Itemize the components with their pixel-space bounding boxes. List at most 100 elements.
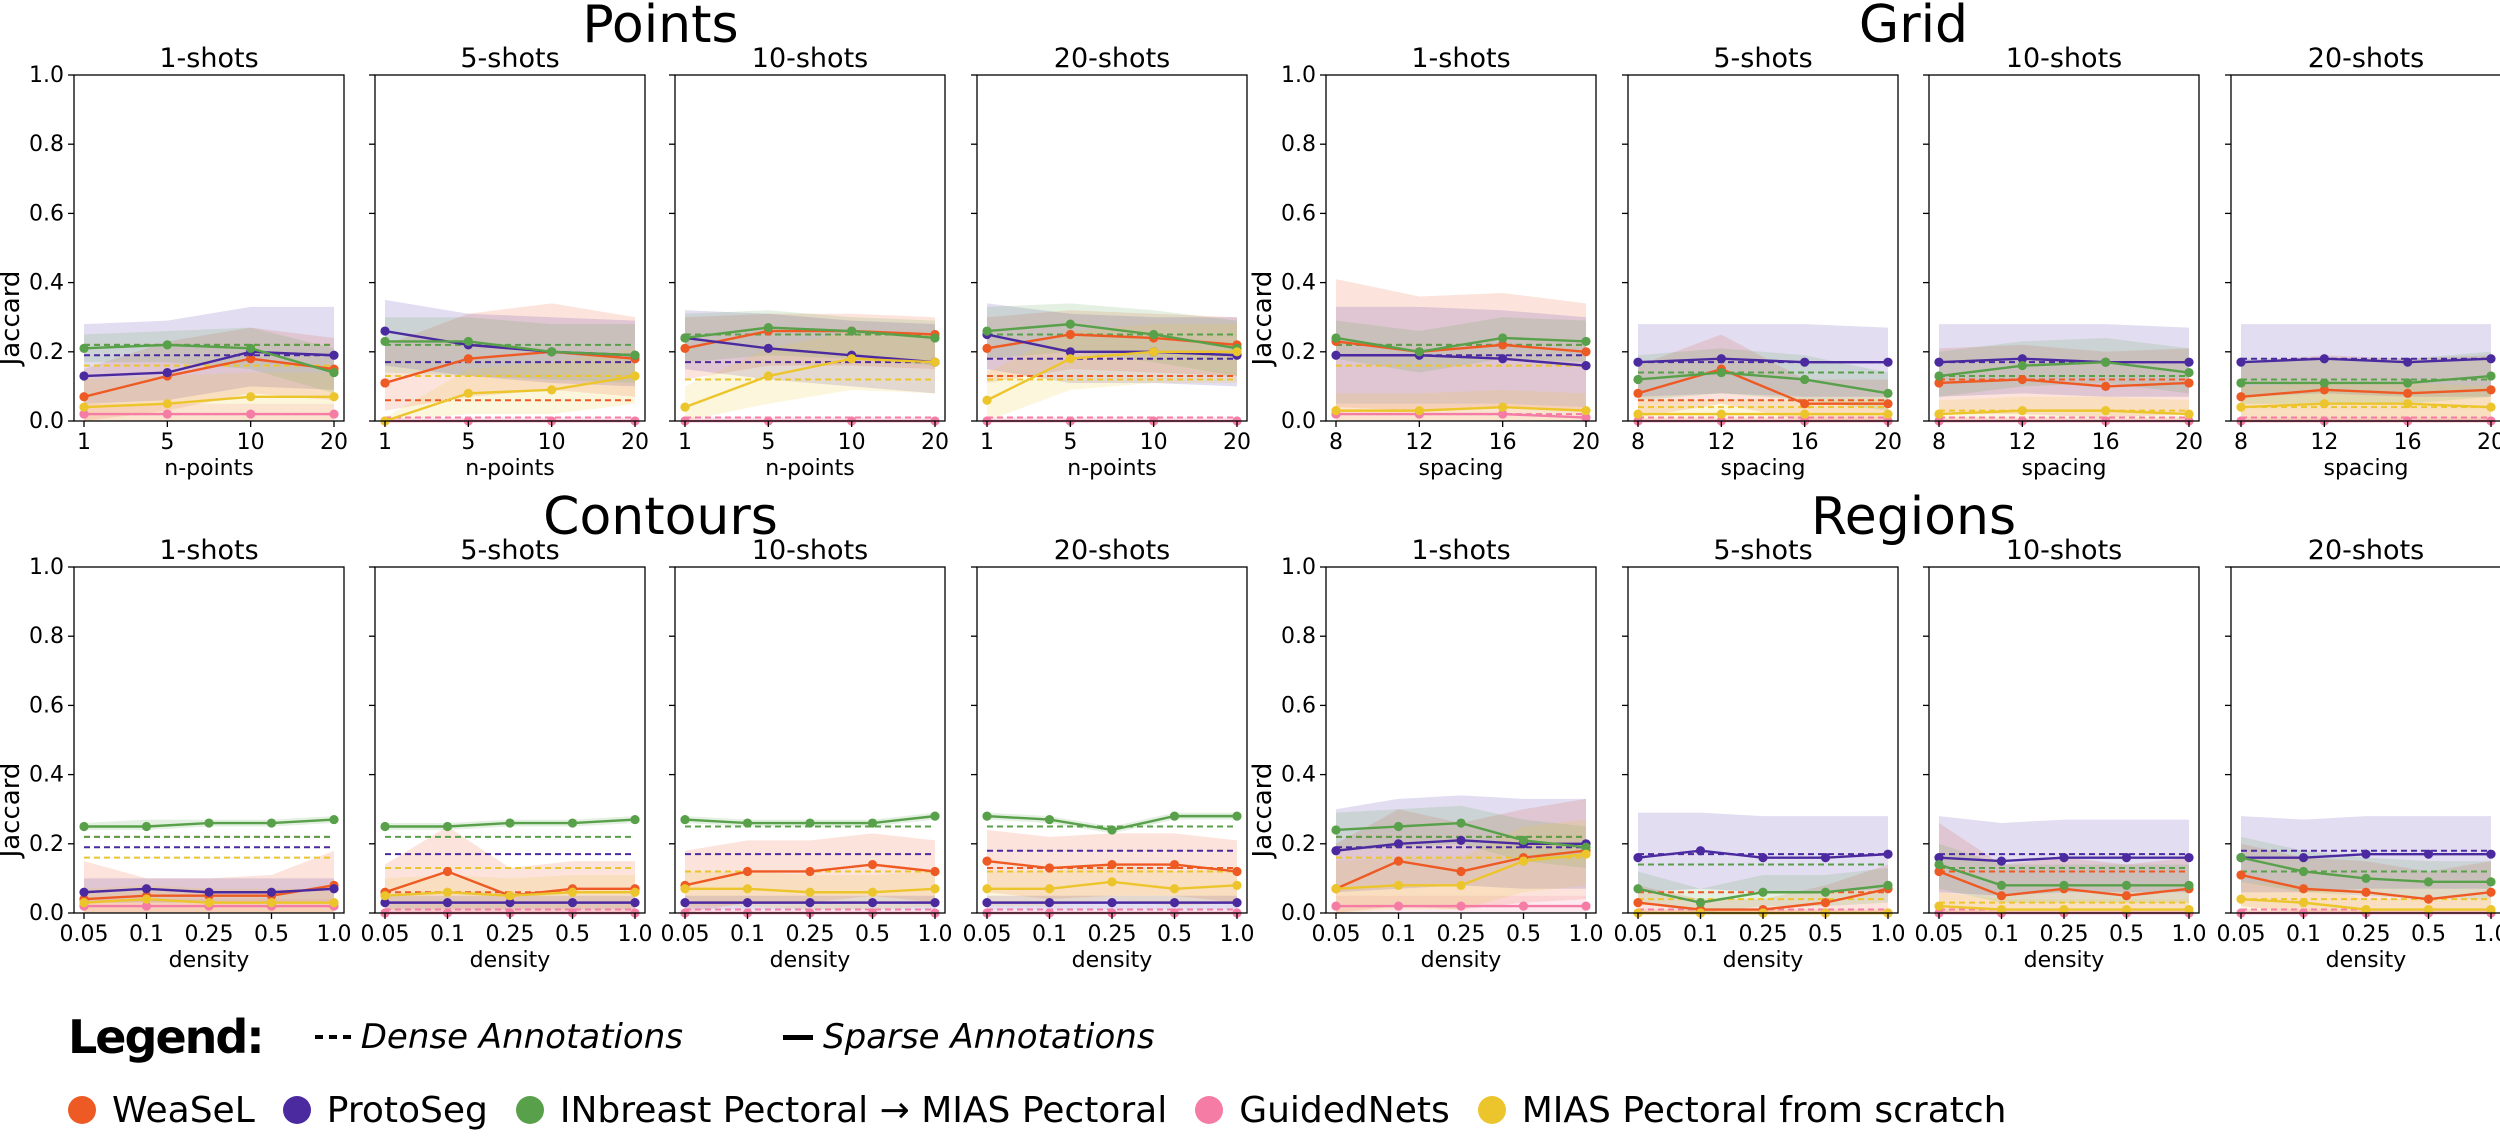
data-point: [267, 898, 276, 907]
data-point: [1519, 836, 1528, 845]
data-point: [764, 344, 773, 353]
x-tick-label: 16: [1791, 430, 1819, 455]
y-axis-label: Jaccard: [1248, 271, 1278, 368]
y-tick-label: 0.2: [1281, 340, 1316, 365]
data-point: [329, 351, 338, 360]
data-point: [630, 888, 639, 897]
x-tick-label: 20: [320, 430, 348, 455]
legend-method-label: GuidedNets: [1239, 1090, 1450, 1131]
data-point: [1456, 818, 1465, 827]
data-point: [2236, 358, 2245, 367]
x-tick-label: 0.1: [129, 922, 164, 947]
data-point: [1066, 330, 1075, 339]
data-point: [1394, 822, 1403, 831]
data-point: [2184, 881, 2193, 890]
x-tick-label: 0.5: [254, 922, 289, 947]
x-tick-label: 20: [1223, 430, 1251, 455]
data-point: [1717, 368, 1726, 377]
data-point: [1232, 881, 1241, 890]
data-point: [1934, 901, 1943, 910]
data-point: [930, 812, 939, 821]
data-point: [380, 337, 389, 346]
data-point: [630, 815, 639, 824]
x-tick-label: 0.1: [1381, 922, 1416, 947]
data-point: [982, 898, 991, 907]
legend-method-guidednets: GuidedNets: [1195, 1090, 1450, 1131]
data-point: [2122, 891, 2131, 900]
data-point: [2236, 403, 2245, 412]
circle-marker-icon: [283, 1096, 311, 1124]
data-point: [1331, 406, 1340, 415]
data-point: [743, 867, 752, 876]
data-point: [743, 884, 752, 893]
y-axis-label: Jaccard: [0, 763, 26, 860]
legend-method-protoseg: ProtoSeg: [283, 1090, 488, 1131]
data-point: [505, 818, 514, 827]
y-tick-label: 0.6: [29, 201, 64, 226]
y-tick-label: 1.0: [1281, 555, 1316, 580]
data-point: [1232, 867, 1241, 876]
y-tick-label: 0.0: [1281, 409, 1316, 434]
data-point: [2424, 850, 2433, 859]
x-tick-label: 5: [1063, 430, 1077, 455]
data-point: [2486, 385, 2495, 394]
data-point: [2403, 378, 2412, 387]
data-point: [1394, 857, 1403, 866]
data-point: [1800, 358, 1809, 367]
data-point: [1633, 898, 1642, 907]
data-point: [1394, 881, 1403, 890]
x-axis-label: n-points: [1067, 456, 1156, 481]
data-point: [680, 884, 689, 893]
data-point: [2486, 403, 2495, 412]
legend-dense-item: Dense Annotations: [315, 1017, 683, 1057]
data-point: [1498, 403, 1507, 412]
data-point: [568, 888, 577, 897]
y-tick-label: 0.0: [29, 409, 64, 434]
data-point: [2184, 853, 2193, 862]
data-point: [1934, 371, 1943, 380]
panel-title: 20-shots: [1054, 43, 1170, 74]
legend-method-label: INbreast Pectoral → MIAS Pectoral: [560, 1090, 1167, 1131]
data-point: [2403, 389, 2412, 398]
legend-heading: Legend:: [68, 1010, 263, 1064]
data-point: [1883, 881, 1892, 890]
y-tick-label: 0.4: [29, 763, 64, 788]
data-point: [1581, 361, 1590, 370]
data-point: [79, 888, 88, 897]
data-point: [1821, 888, 1830, 897]
data-point: [1170, 898, 1179, 907]
y-tick-label: 0.2: [1281, 832, 1316, 857]
data-point: [630, 351, 639, 360]
legend-method-row: WeaSeL ProtoSeg INbreast Pectoral → MIAS…: [68, 1080, 2035, 1140]
x-tick-label: 0.5: [555, 922, 590, 947]
data-point: [329, 815, 338, 824]
data-point: [2403, 399, 2412, 408]
legend-sparse-item: Sparse Annotations: [783, 1017, 1155, 1057]
x-tick-label: 0.1: [1984, 922, 2019, 947]
x-tick-label: 1.0: [1569, 922, 1604, 947]
data-point: [79, 344, 88, 353]
panel-title: 5-shots: [1713, 43, 1812, 74]
x-tick-label: 10: [237, 430, 265, 455]
x-tick-label: 12: [1405, 430, 1433, 455]
data-point: [1498, 333, 1507, 342]
x-tick-label: 16: [2394, 430, 2422, 455]
data-point: [1331, 901, 1340, 910]
x-tick-label: 0.05: [60, 922, 109, 947]
data-point: [1821, 853, 1830, 862]
data-point: [847, 354, 856, 363]
data-point: [805, 888, 814, 897]
data-point: [1934, 860, 1943, 869]
data-point: [743, 898, 752, 907]
x-tick-label: 0.1: [1032, 922, 1067, 947]
data-point: [267, 888, 276, 897]
data-point: [1633, 375, 1642, 384]
